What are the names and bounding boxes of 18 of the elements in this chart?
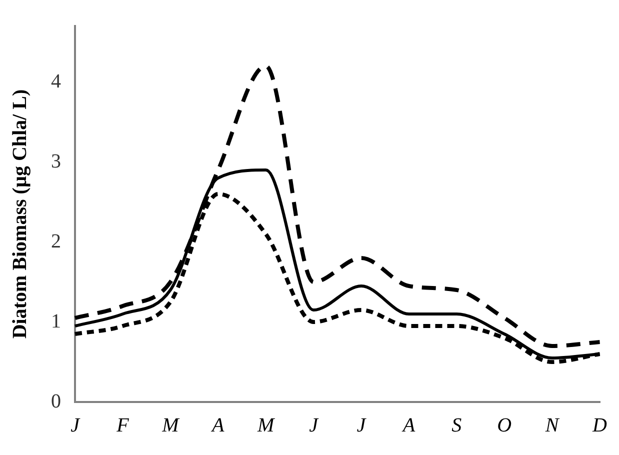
y-tick-label: 1 <box>51 310 61 332</box>
y-tick-label: 0 <box>51 390 61 412</box>
y-axis-title: Diatom Biomass (µg Chla/ L) <box>9 89 32 339</box>
x-tick-label: M <box>161 414 180 436</box>
x-tick-label: A <box>400 414 416 436</box>
x-tick-label: O <box>497 414 512 436</box>
x-tick-label: M <box>256 414 276 436</box>
x-tick-label: A <box>210 414 226 436</box>
x-tick-label: S <box>452 414 462 436</box>
x-tick-label: D <box>592 414 608 436</box>
y-tick-label: 2 <box>51 230 61 252</box>
x-tick-label: J <box>309 414 320 436</box>
y-tick-label: 3 <box>51 150 61 172</box>
x-tick-label: N <box>544 414 560 436</box>
x-tick-label: F <box>116 414 130 436</box>
x-tick-label: J <box>356 414 367 436</box>
y-tick-label: 4 <box>51 70 61 92</box>
x-tick-label: J <box>70 414 81 436</box>
